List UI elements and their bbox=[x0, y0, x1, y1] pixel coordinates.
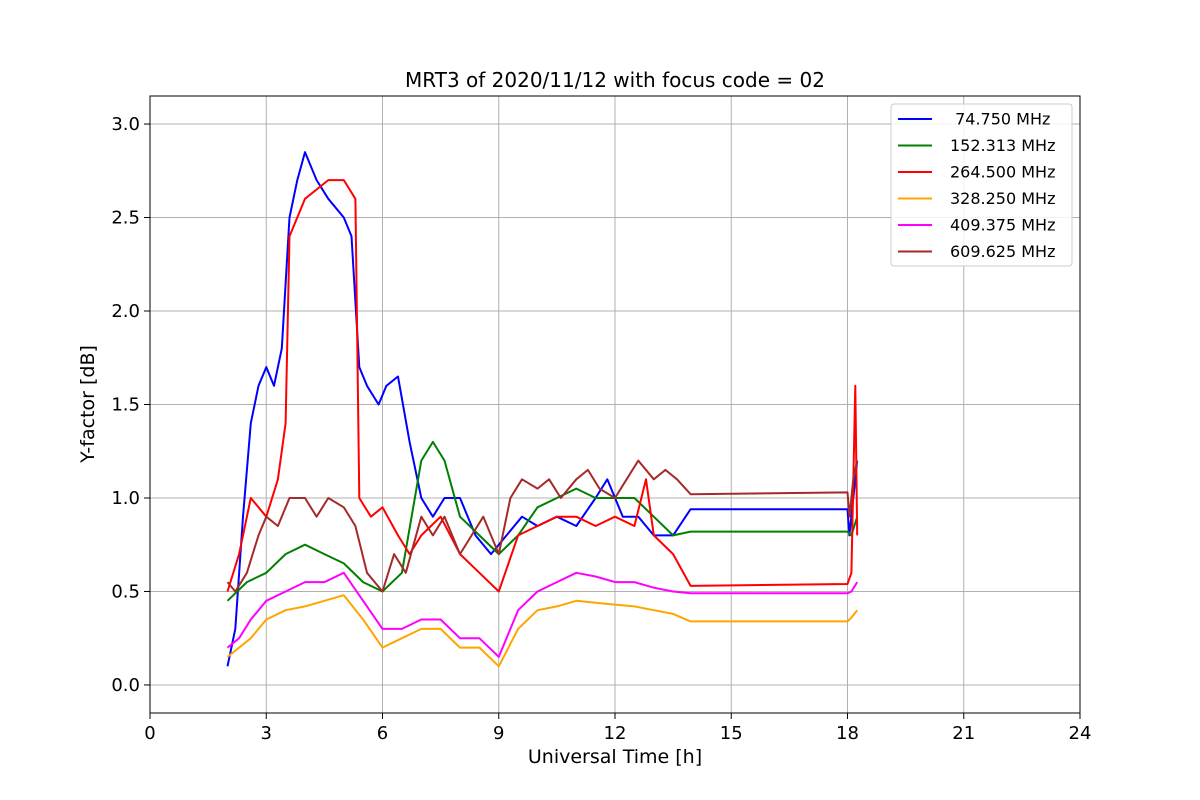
y-tick-label: 0.0 bbox=[111, 675, 140, 696]
series-layer bbox=[226, 151, 859, 668]
series-line bbox=[226, 594, 858, 668]
legend-label: 264.500 MHz bbox=[950, 163, 1055, 182]
x-tick-label: 0 bbox=[144, 723, 155, 744]
series-line bbox=[226, 151, 859, 667]
legend-label: 409.375 MHz bbox=[950, 216, 1055, 235]
y-axis: 0.0 0.5 1.0 1.5 2.0 2.5 3.0 bbox=[111, 114, 150, 696]
x-tick-label: 9 bbox=[493, 723, 504, 744]
x-tick-label: 3 bbox=[261, 723, 272, 744]
x-tick-label: 15 bbox=[720, 723, 743, 744]
x-tick-label: 24 bbox=[1069, 723, 1092, 744]
x-axis-label: Universal Time [h] bbox=[528, 746, 702, 768]
series-line bbox=[226, 571, 859, 658]
legend-label: 328.250 MHz bbox=[950, 189, 1055, 208]
x-tick-label: 6 bbox=[377, 723, 388, 744]
y-tick-label: 3.0 bbox=[111, 114, 140, 135]
legend-label: 74.750 MHz bbox=[950, 110, 1050, 129]
y-tick-label: 2.0 bbox=[111, 301, 140, 322]
y-tick-label: 1.0 bbox=[111, 488, 140, 509]
legend-box bbox=[890, 103, 1073, 267]
x-tick-label: 21 bbox=[952, 723, 975, 744]
legend-label: 152.313 MHz bbox=[950, 136, 1055, 155]
series-line bbox=[226, 440, 859, 602]
y-tick-label: 1.5 bbox=[111, 395, 140, 416]
x-axis: 0 3 6 9 12 15 18 21 24 bbox=[144, 713, 1091, 744]
x-tick-label: 12 bbox=[604, 723, 627, 744]
y-tick-label: 0.5 bbox=[111, 581, 140, 602]
chart-title: MRT3 of 2020/11/12 with focus code = 02 bbox=[405, 68, 825, 92]
series-line bbox=[226, 459, 859, 593]
legend: 74.750 MHz 152.313 MHz 264.500 MHz 328.250 … bbox=[890, 103, 1073, 267]
x-tick-label: 18 bbox=[836, 723, 859, 744]
y-axis-label: Y-factor [dB] bbox=[77, 345, 99, 464]
legend-label: 609.625 MHz bbox=[950, 242, 1055, 261]
y-tick-label: 2.5 bbox=[111, 208, 140, 229]
series-line bbox=[226, 179, 859, 593]
